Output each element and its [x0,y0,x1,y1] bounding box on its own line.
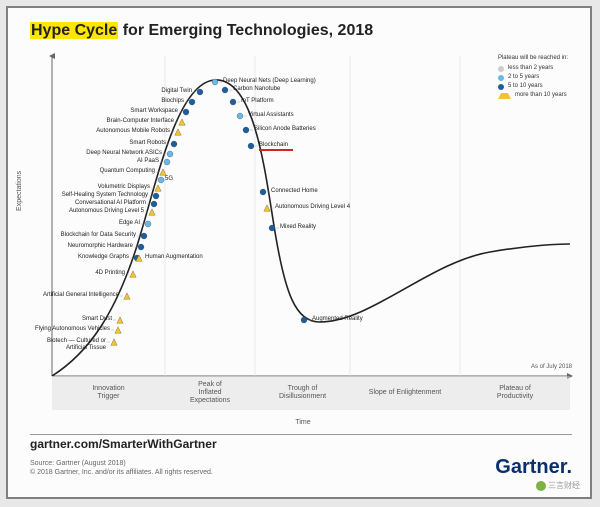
technology-label: Autonomous Driving Level 4 [275,204,350,211]
technology-label: IoT Platform [241,98,274,105]
technology-label: Biotech — Cultured orArtificial Tissue [47,338,106,352]
legend-item: less than 2 years [498,64,568,73]
technology-label: Brain-Computer Interface [107,118,174,125]
technology-label: Blockchain [259,142,288,149]
footer-url: gartner.com/SmarterWithGartner [30,437,217,451]
phase-band: Slope of Enlightenment [350,376,460,410]
legend-item: more than 10 years [498,91,568,100]
technology-label: Connected Home [271,188,318,195]
technology-label: AI PaaS [137,158,159,165]
technology-label: Silicon Anode Batteries [254,126,316,133]
technology-label: Deep Neural Nets (Deep Learning) [223,78,316,85]
legend: Plateau will be reached in: less than 2 … [498,54,568,100]
technology-label: Self-Healing System Technology [62,192,148,199]
technology-label: Smart Robots [129,140,166,147]
phase-band: Plateau ofProductivity [460,376,570,410]
technology-label: Smart Dust [82,316,112,323]
technology-label: Flying Autonomous Vehicles [35,326,110,333]
technology-label: Carbon Nanotube [233,86,280,93]
chart-title: Hype Cycle for Emerging Technologies, 20… [30,22,373,40]
title-highlight: Hype Cycle [30,22,118,39]
technology-label: Knowledge Graphs [78,254,129,261]
phase-band: Trough ofDisillusionment [255,376,350,410]
legend-marker [498,93,511,99]
technology-label: Virtual Assistants [248,112,294,119]
technology-label: Volumetric Displays [98,184,150,191]
technology-label: 5G [165,176,173,183]
footer-divider [30,434,572,435]
technology-label: Conversational AI Platform [75,200,146,207]
technology-label: Blockchain for Data Security [61,232,136,239]
hype-cycle-chart: Expectations InnovationTriggerPeak ofInf… [30,52,576,410]
gartner-logo: Gartner. [495,456,572,479]
technology-label: Artificial General Intelligence [43,292,119,299]
technology-label: Autonomous Driving Level 5 [69,208,144,215]
title-rest: for Emerging Technologies, 2018 [118,22,373,39]
technology-label: Quantum Computing [100,168,155,175]
chart-frame: Hype Cycle for Emerging Technologies, 20… [6,6,592,499]
legend-marker [498,66,504,72]
technology-label: Autonomous Mobile Robots [96,128,170,135]
technology-label: 4D Printing [95,270,125,277]
legend-item: 2 to 5 years [498,73,568,82]
footer-source: Source: Gartner (August 2018) © 2018 Gar… [30,459,213,477]
legend-title: Plateau will be reached in: [498,54,568,63]
phase-band: Peak ofInflatedExpectations [165,376,255,410]
legend-item: 5 to 10 years [498,82,568,91]
phase-band: InnovationTrigger [52,376,165,410]
technology-label: Edge AI [119,220,140,227]
technology-label: Biochips [161,98,184,105]
technology-label: Mixed Reality [280,224,316,231]
legend-marker [498,84,504,90]
y-axis-label: Expectations [16,171,23,211]
x-axis-label: Time [295,419,310,426]
legend-marker [498,75,504,81]
watermark-icon [536,481,546,491]
technology-label: Neuromorphic Hardware [68,243,133,250]
watermark: 三言财经 [536,480,580,491]
chart-svg [30,52,576,410]
blockchain-underline [259,149,293,151]
technology-label: Digital Twin [161,88,192,95]
technology-label: Augmented Reality [312,316,363,323]
technology-label: Deep Neural Network ASICs [86,150,162,157]
as-of-label: As of July 2018 [531,364,572,370]
technology-label: Human Augmentation [145,254,203,261]
technology-label: Smart Workspace [130,108,178,115]
